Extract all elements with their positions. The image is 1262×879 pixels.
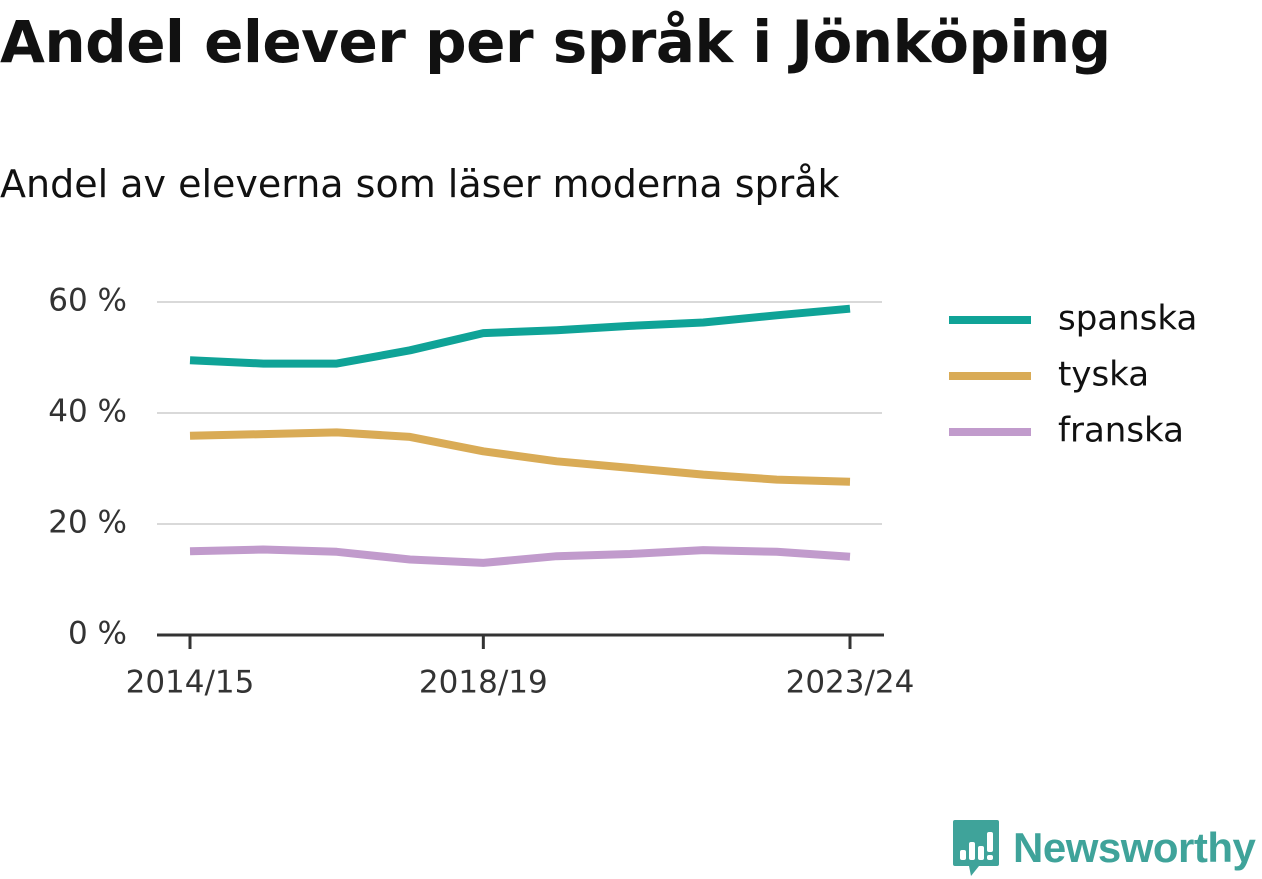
- x-axis: [157, 633, 884, 649]
- x-axis-tick-labels: 2014/15 2018/19 2023/24: [126, 665, 915, 701]
- chart-subtitle: Andel av eleverna som läser moderna språ…: [0, 162, 840, 206]
- x-tick-label: 2018/19: [419, 665, 548, 701]
- newsworthy-logo-icon: [953, 820, 999, 876]
- y-tick-label: 60 %: [48, 283, 127, 319]
- y-tick-label: 0 %: [68, 616, 127, 652]
- chart-title: Andel elever per språk i Jönköping: [0, 8, 1111, 76]
- y-tick-label: 20 %: [48, 505, 127, 541]
- brand-name: Newsworthy: [1013, 824, 1256, 871]
- y-axis-tick-labels: 0 % 20 % 40 % 60 %: [48, 283, 127, 652]
- brand-logo: Newsworthy: [951, 818, 1256, 878]
- series-line-franska: [189, 545, 851, 567]
- legend-label-franska: franska: [1058, 411, 1184, 451]
- gridlines: [157, 301, 882, 525]
- series-line-tyska: [189, 428, 851, 486]
- x-tick-label: 2014/15: [126, 665, 255, 701]
- legend-label-tyska: tyska: [1058, 355, 1149, 395]
- series-line-spanska: [189, 304, 851, 368]
- line-chart: 0 % 20 % 40 % 60 % 2014/15 2018/19 2023/24 sp…: [48, 283, 1197, 701]
- series-lines: [189, 304, 851, 567]
- legend-label-spanska: spanska: [1058, 299, 1197, 339]
- x-tick-label: 2023/24: [786, 665, 915, 701]
- legend: spanska tyska franska: [949, 299, 1197, 451]
- y-tick-label: 40 %: [48, 394, 127, 430]
